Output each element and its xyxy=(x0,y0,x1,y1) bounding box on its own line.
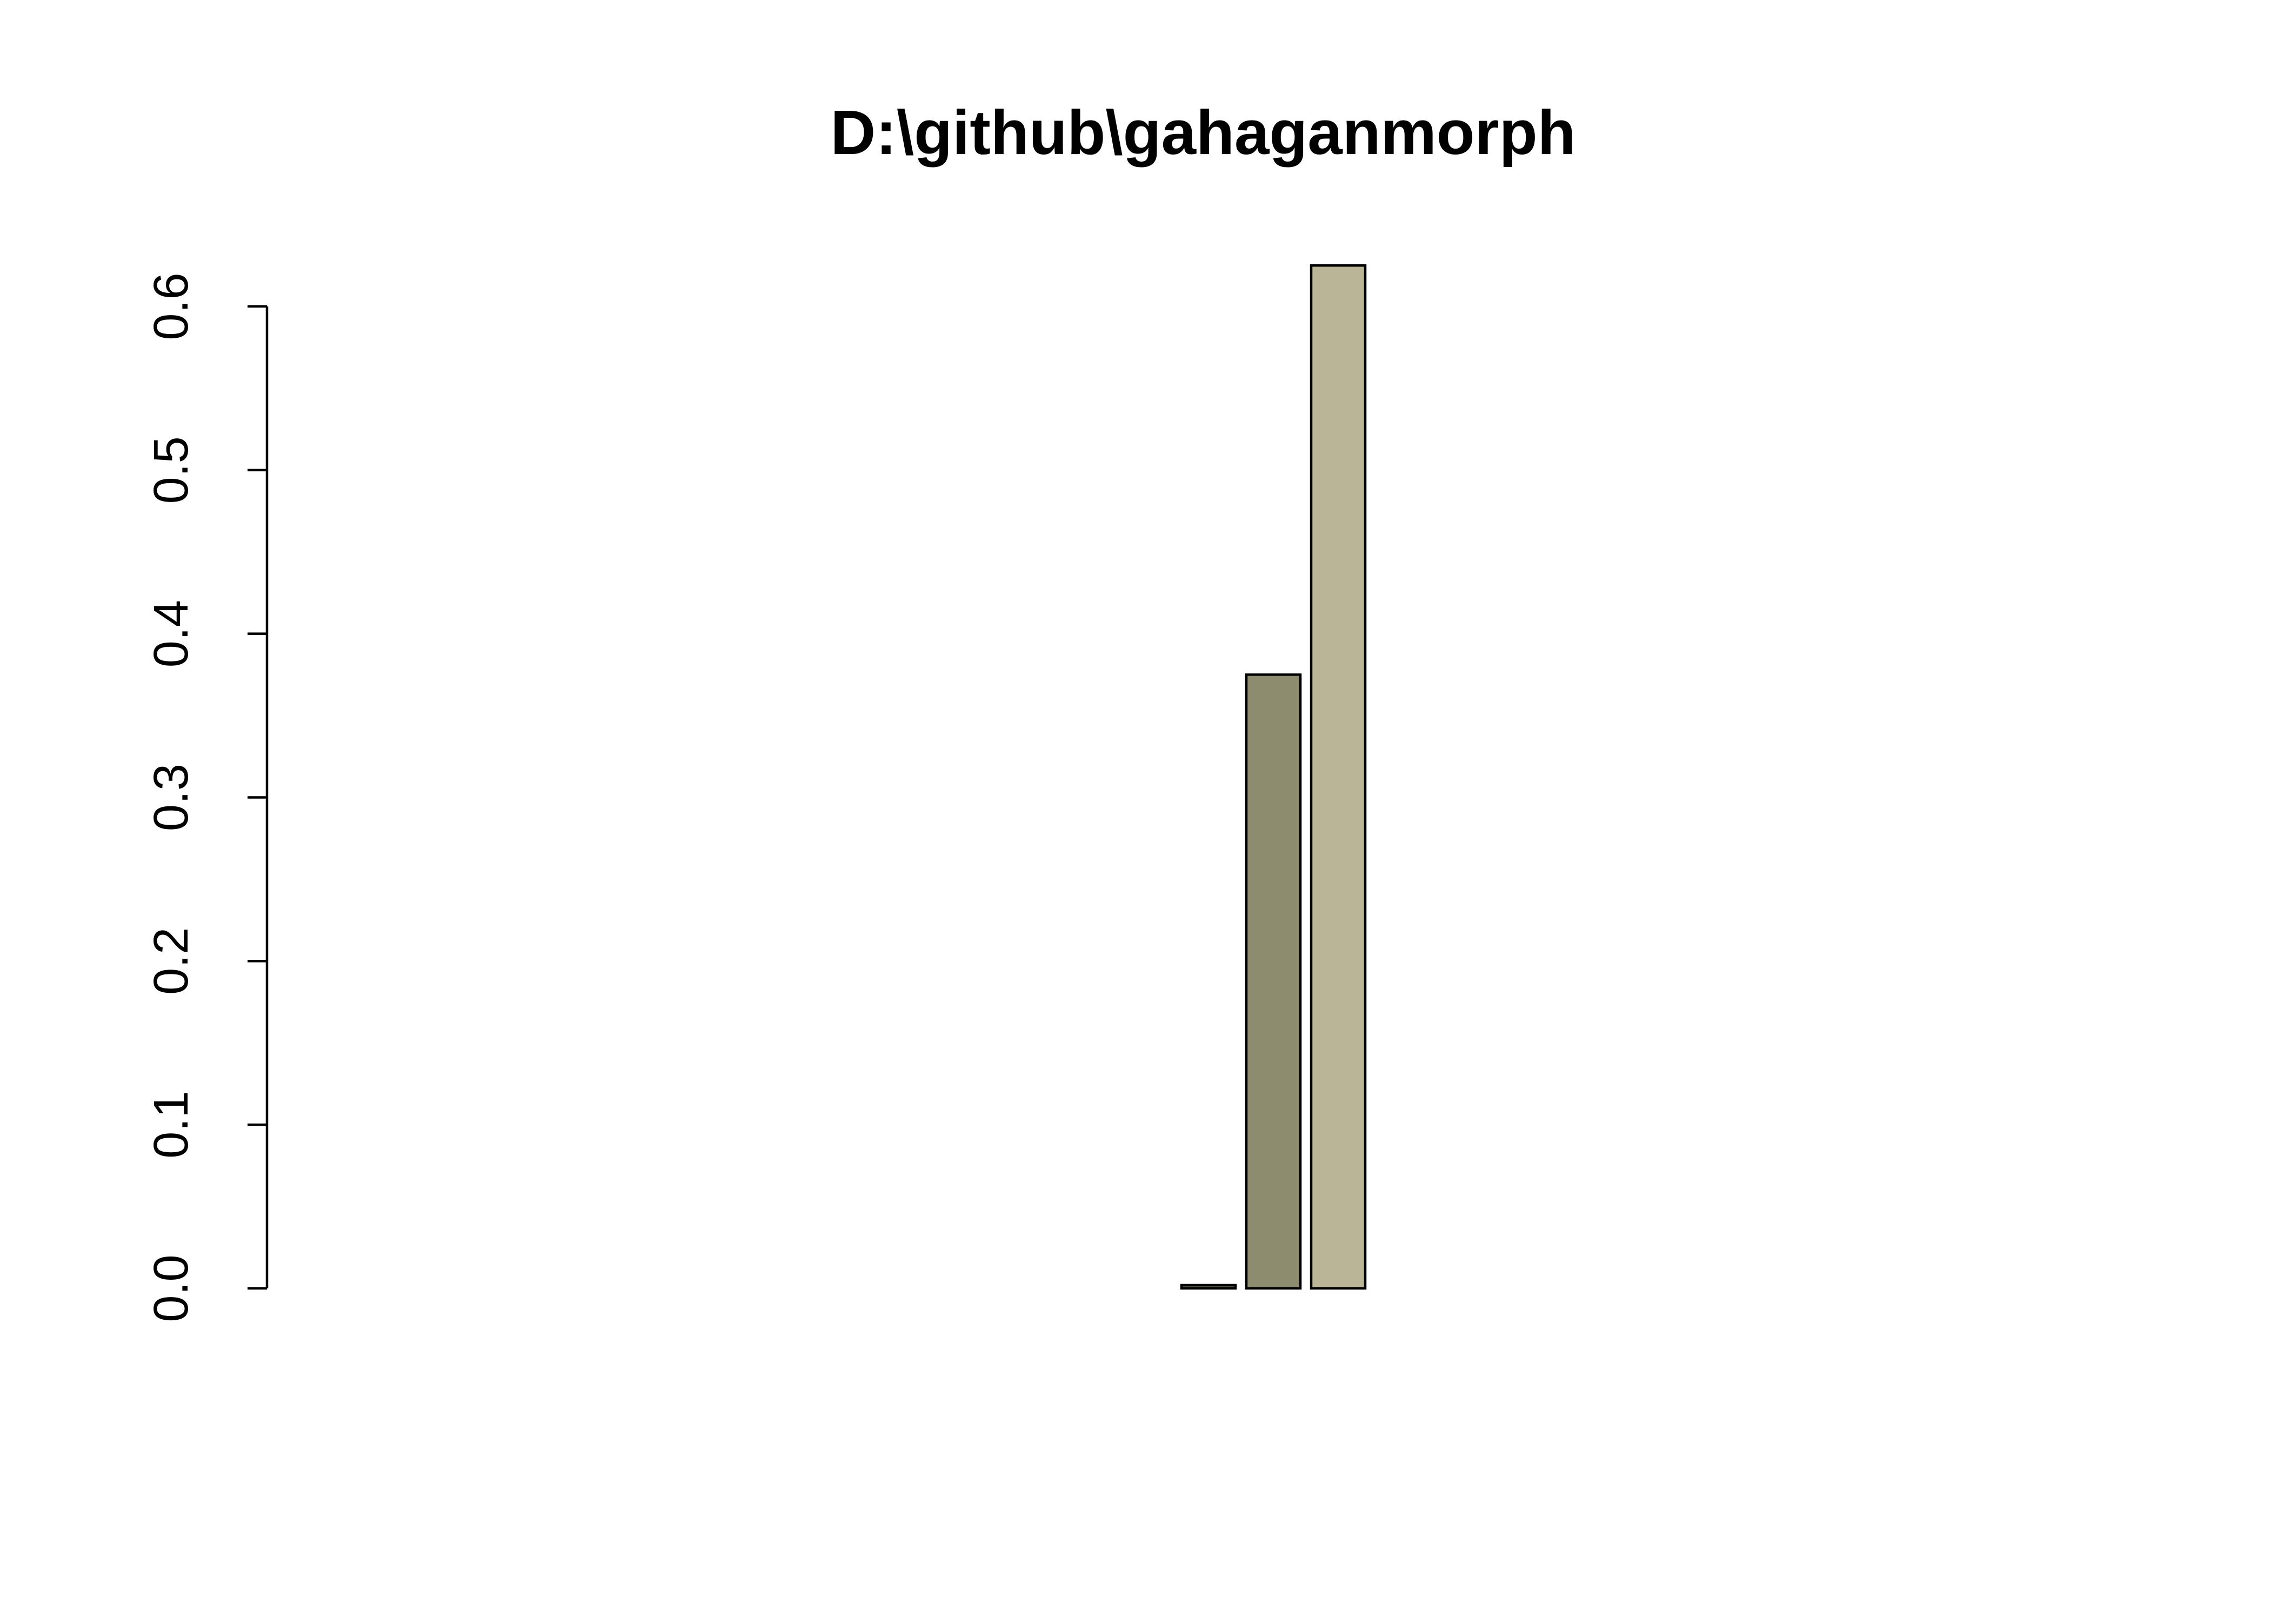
y-tick-label: 0.2 xyxy=(144,927,198,995)
chart-title: D:\github\gahaganmorph xyxy=(831,97,1576,168)
y-axis: 0.0 0.1 0.2 0.3 0.4 0.5 0.6 xyxy=(144,272,269,1322)
y-tick-label: 0.1 xyxy=(144,1091,198,1159)
bars-group xyxy=(1180,264,1367,1290)
y-tick-label: 0.5 xyxy=(144,436,198,504)
bar xyxy=(1310,264,1367,1290)
y-tick-label: 0.4 xyxy=(144,600,198,667)
bar xyxy=(1180,1284,1237,1290)
y-tick-label: 0.0 xyxy=(144,1254,198,1322)
y-tick-label: 0.6 xyxy=(144,272,198,340)
bar xyxy=(1245,673,1302,1290)
y-tick-label: 0.3 xyxy=(144,764,198,831)
